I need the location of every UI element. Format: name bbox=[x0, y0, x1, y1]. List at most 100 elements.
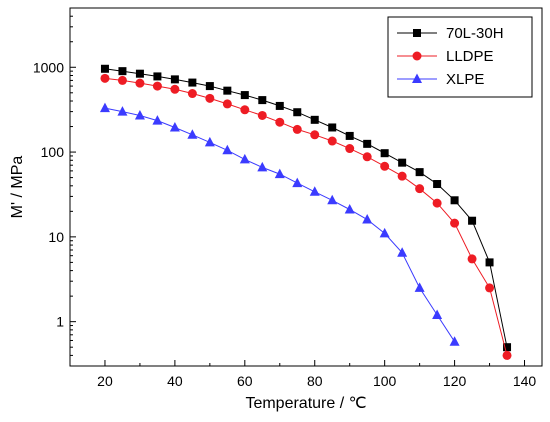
x-tick-label: 20 bbox=[97, 373, 113, 389]
data-point bbox=[118, 67, 127, 76]
data-point bbox=[257, 110, 267, 120]
x-tick-label: 80 bbox=[307, 373, 323, 389]
data-point bbox=[153, 72, 162, 81]
data-point bbox=[204, 136, 215, 147]
legend-item: XLPE bbox=[397, 71, 484, 88]
series-triangle bbox=[99, 102, 460, 346]
data-point bbox=[240, 91, 249, 100]
data-point bbox=[100, 73, 110, 83]
plot-frame bbox=[69, 7, 543, 367]
data-point bbox=[134, 109, 145, 120]
data-point bbox=[432, 198, 442, 208]
data-point bbox=[293, 108, 302, 117]
data-point bbox=[240, 105, 250, 115]
data-point bbox=[222, 144, 233, 155]
data-point bbox=[467, 254, 477, 264]
legend-label: 70L-30H bbox=[446, 25, 504, 42]
data-point bbox=[397, 171, 407, 181]
data-point bbox=[169, 121, 180, 132]
x-tick-label: 140 bbox=[513, 373, 537, 389]
data-point bbox=[503, 343, 512, 352]
data-point bbox=[309, 186, 320, 196]
data-point bbox=[258, 96, 267, 105]
data-point bbox=[379, 227, 390, 238]
data-point bbox=[135, 69, 144, 78]
series-square bbox=[100, 64, 512, 352]
x-tick-label: 60 bbox=[237, 373, 253, 389]
data-point bbox=[187, 89, 197, 99]
data-point bbox=[397, 247, 408, 257]
x-tick-label: 40 bbox=[167, 373, 183, 389]
series-layer bbox=[99, 64, 512, 360]
y-axis-title: M' / MPa bbox=[9, 156, 26, 219]
legend-box bbox=[387, 16, 533, 98]
data-point bbox=[468, 216, 477, 225]
legend-label: XLPE bbox=[446, 71, 484, 88]
y-tick-label: 1 bbox=[56, 314, 64, 330]
data-point bbox=[362, 152, 372, 162]
data-point bbox=[415, 184, 425, 194]
data-point bbox=[274, 168, 285, 179]
data-point bbox=[327, 136, 337, 146]
data-point bbox=[152, 115, 163, 125]
x-tick-label: 100 bbox=[373, 373, 397, 389]
data-point bbox=[187, 129, 198, 139]
data-point bbox=[135, 78, 145, 88]
legend-marker bbox=[413, 29, 421, 37]
series-line bbox=[104, 77, 508, 356]
data-point bbox=[380, 149, 389, 158]
data-point bbox=[502, 350, 512, 360]
data-point bbox=[380, 161, 390, 171]
data-point bbox=[117, 106, 128, 116]
data-point bbox=[433, 180, 442, 189]
data-point bbox=[327, 194, 338, 205]
data-point bbox=[223, 86, 232, 95]
legend-label: LLDPE bbox=[446, 48, 494, 65]
x-tick-label: 120 bbox=[443, 373, 467, 389]
data-point bbox=[328, 123, 337, 132]
data-point bbox=[450, 196, 459, 205]
data-point bbox=[363, 139, 372, 148]
data-point bbox=[292, 124, 302, 134]
y-tick-label: 100 bbox=[41, 144, 65, 160]
data-point bbox=[450, 218, 460, 228]
data-point bbox=[292, 177, 303, 188]
data-point bbox=[310, 130, 320, 140]
x-axis-title: Temperature / ℃ bbox=[245, 395, 366, 412]
data-point bbox=[414, 282, 425, 292]
data-point bbox=[170, 84, 180, 94]
data-point bbox=[432, 309, 443, 319]
legend-marker bbox=[412, 51, 422, 61]
data-point bbox=[344, 204, 355, 214]
data-point bbox=[275, 101, 284, 110]
data-point bbox=[239, 153, 250, 164]
ticks-layer: 20 40 60 80 100 120 140 1 10 100 1000 bbox=[33, 7, 537, 389]
series-line bbox=[104, 107, 456, 342]
data-point bbox=[170, 75, 179, 84]
legend-item: LLDPE bbox=[397, 48, 494, 65]
series-circle bbox=[100, 73, 512, 360]
data-point bbox=[310, 115, 319, 124]
data-point bbox=[152, 81, 162, 91]
data-point bbox=[415, 168, 424, 177]
data-point bbox=[205, 93, 215, 103]
data-point bbox=[117, 75, 127, 85]
data-point bbox=[345, 131, 354, 140]
data-point bbox=[449, 336, 460, 346]
data-point bbox=[485, 258, 494, 267]
data-point bbox=[398, 158, 407, 167]
data-point bbox=[222, 99, 232, 109]
data-point bbox=[205, 82, 214, 91]
series-line bbox=[104, 68, 508, 348]
y-tick-label: 10 bbox=[48, 229, 64, 245]
data-point bbox=[362, 214, 373, 224]
y-tick-label: 1000 bbox=[33, 59, 64, 75]
data-point bbox=[99, 102, 110, 113]
data-point bbox=[345, 144, 355, 154]
data-point bbox=[275, 117, 285, 127]
legend-marker bbox=[412, 73, 422, 83]
legend: 70L-30H LLDPE XLPE bbox=[387, 16, 533, 98]
data-point bbox=[257, 161, 268, 172]
